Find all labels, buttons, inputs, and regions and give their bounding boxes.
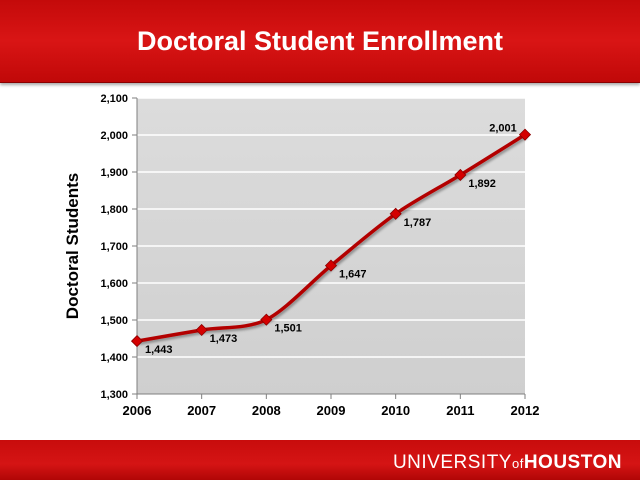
data-label: 1,443 [145, 344, 173, 356]
data-label: 1,501 [274, 323, 302, 335]
data-label: 1,473 [210, 333, 238, 345]
x-tick-label: 2008 [252, 403, 281, 418]
x-tick-label: 2012 [511, 403, 540, 418]
data-point-marker [260, 313, 273, 326]
logo-houston: HOUSTON [523, 452, 622, 473]
x-tick-label: 2007 [187, 403, 216, 418]
data-label: 1,892 [468, 178, 496, 190]
y-tick-label: 1,600 [100, 278, 128, 290]
line-chart: 1,300 1,400 1,500 1,600 1,700 1,800 1,900 2,000… [63, 93, 540, 418]
y-tick-label: 1,900 [100, 167, 128, 179]
y-tick-label: 2,000 [100, 130, 128, 142]
logo-of: of [511, 456, 524, 471]
title-bar: Doctoral Student Enrollment [0, 0, 640, 83]
y-tick-label: 1,700 [100, 241, 128, 253]
data-label: 1,787 [404, 217, 432, 229]
data-label: 2,001 [489, 123, 517, 135]
x-tick-label: 2011 [446, 403, 474, 418]
data-point-marker [389, 207, 402, 220]
data-point-marker [454, 168, 467, 182]
data-label: 1,647 [339, 269, 367, 281]
x-tick-label: 2009 [317, 403, 346, 418]
footer-bar: UNIVERSITYofHOUSTON [0, 440, 640, 480]
y-tick-label: 1,300 [100, 389, 128, 401]
x-tick-label: 2010 [381, 403, 410, 418]
data-point-marker [195, 323, 208, 337]
data-point-marker [324, 259, 338, 272]
y-tick-label: 1,800 [100, 204, 128, 216]
slide-title: Doctoral Student Enrollment [136, 26, 504, 56]
data-point-marker [130, 335, 144, 348]
logo-university: UNIVERSITY [392, 452, 512, 473]
x-tick-label: 2006 [123, 403, 152, 418]
y-tick-label: 1,400 [100, 352, 128, 364]
y-tick-label: 2,100 [100, 93, 128, 105]
y-axis-title: Doctoral Students [63, 173, 82, 319]
data-point-marker [518, 128, 532, 141]
university-logo: UNIVERSITYofHOUSTON [393, 440, 622, 480]
y-tick-label: 1,500 [100, 315, 128, 327]
